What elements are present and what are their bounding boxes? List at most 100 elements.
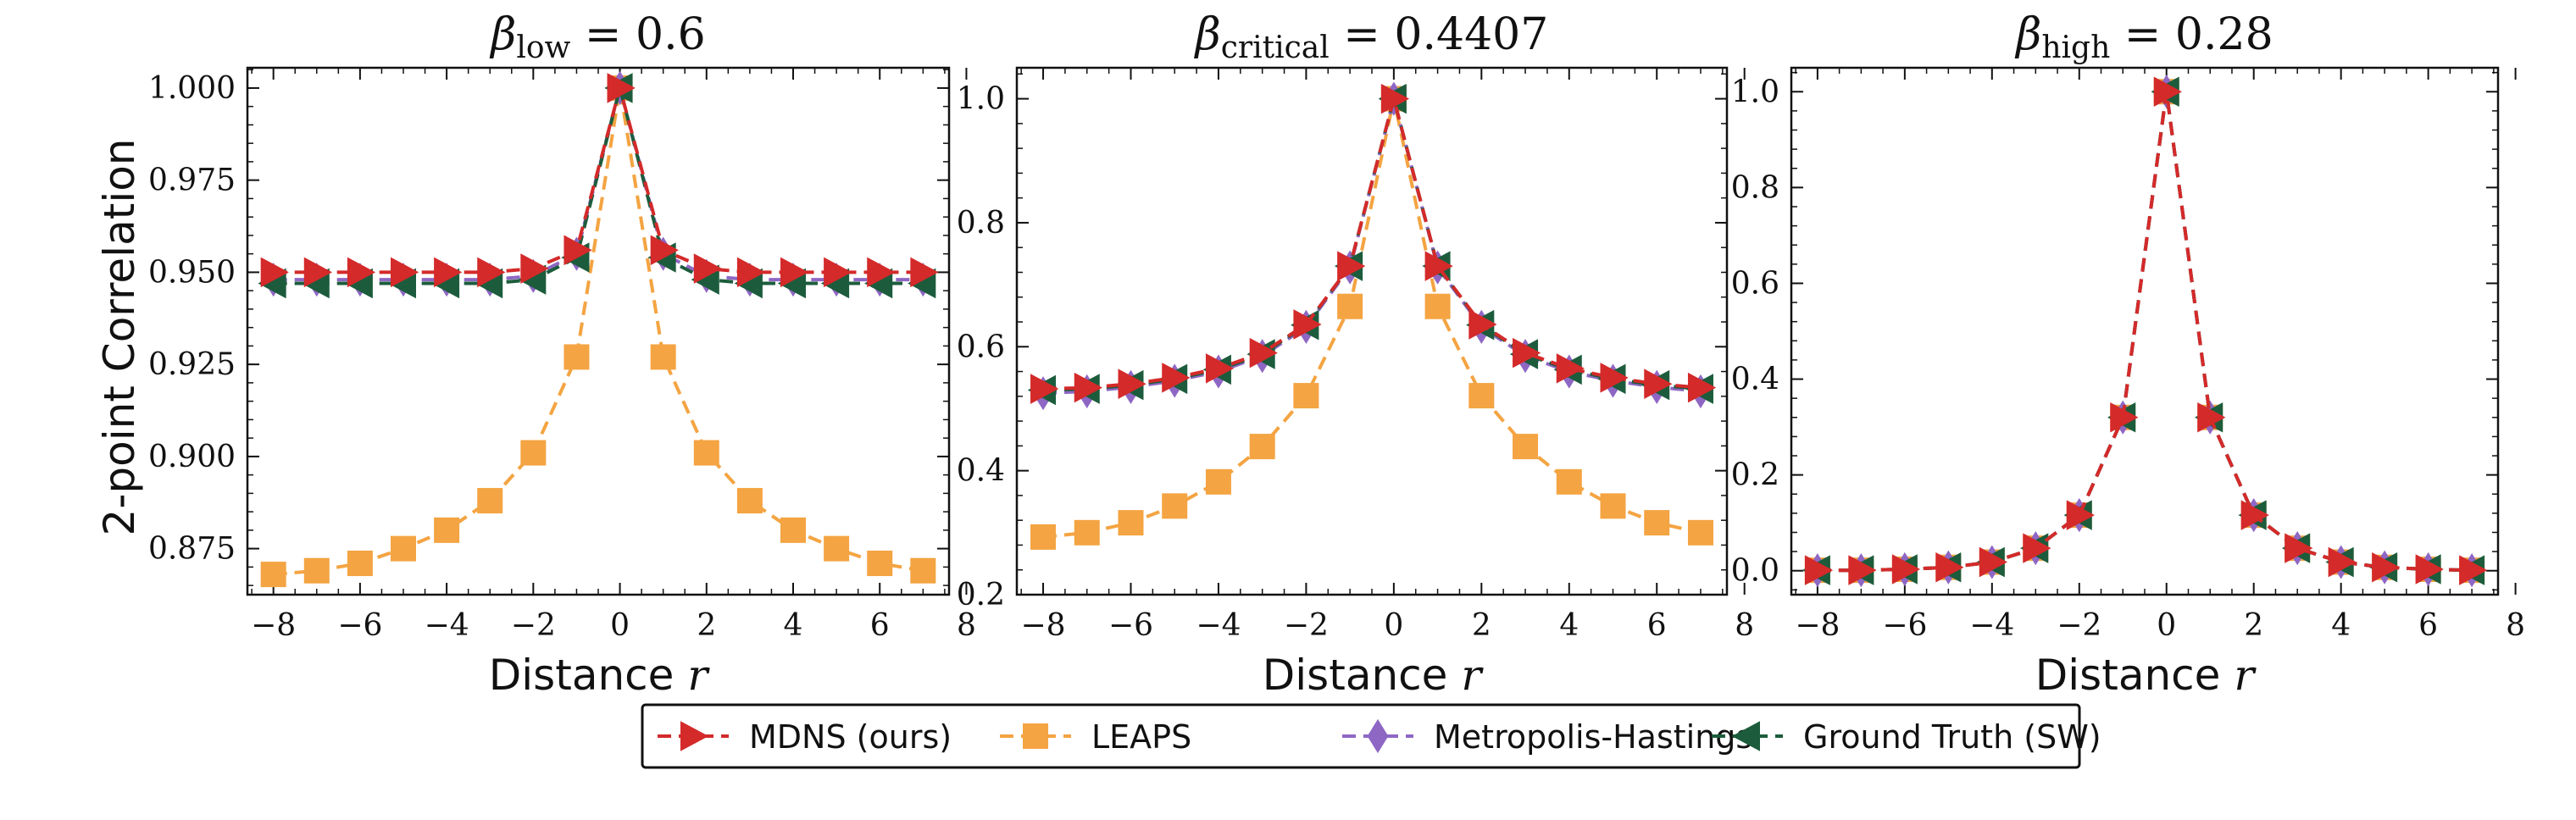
panel-beta-high: −8 −6 −4 −2 0 2 4 6 8 0.0 0.2 0.4 0.6 0.8 1.0 βhigh = 0… bbox=[1731, 9, 2525, 700]
series-ground-truth-sw bbox=[1027, 83, 1713, 406]
data-point-mdns-ours bbox=[1074, 372, 1102, 403]
series-line-metropolis-hastings bbox=[1042, 91, 1702, 396]
data-point-leaps bbox=[824, 535, 850, 562]
y-tick-label: 1.0 bbox=[1731, 75, 1779, 109]
data-point-mdns-ours bbox=[260, 257, 289, 288]
data-point-mdns-ours bbox=[303, 257, 332, 288]
x-axis-title-variable: r bbox=[687, 651, 710, 700]
data-point-leaps bbox=[1030, 524, 1057, 550]
y-tick-label: 0.8 bbox=[1731, 170, 1779, 205]
x-axis-title: Distance r bbox=[1263, 651, 1485, 700]
data-point-mdns-ours bbox=[2285, 533, 2313, 563]
panel-title: βhigh = 0.28 bbox=[2014, 9, 2273, 65]
series-metropolis-hastings bbox=[1807, 75, 2483, 588]
title-subscript: critical bbox=[1221, 30, 1330, 65]
data-point-leaps bbox=[434, 517, 460, 543]
y-tick-label: 0.950 bbox=[148, 255, 236, 290]
y-tick-label: 1.0 bbox=[957, 82, 1005, 117]
data-point-leaps bbox=[1249, 434, 1275, 460]
legend-label: MDNS (ours) bbox=[749, 718, 952, 756]
data-point-mdns-ours bbox=[2197, 402, 2226, 433]
data-point-mdns-ours bbox=[1380, 83, 1410, 114]
y-tick-label: 0.975 bbox=[148, 163, 236, 198]
data-point-mdns-ours bbox=[1337, 251, 1366, 281]
legend-label: LEAPS bbox=[1091, 718, 1191, 756]
data-point-leaps bbox=[1556, 468, 1582, 495]
data-point-mdns-ours bbox=[1249, 337, 1278, 368]
x-tick-label: 8 bbox=[2506, 608, 2525, 643]
data-point-leaps bbox=[1337, 293, 1363, 319]
x-tick-label: 6 bbox=[1647, 608, 1667, 643]
legend-item-mdns-ours: MDNS (ours) bbox=[658, 718, 952, 756]
data-point-leaps bbox=[520, 440, 547, 466]
series-leaps bbox=[260, 75, 936, 588]
y-tick-label: 0.2 bbox=[957, 578, 1005, 612]
right-triangle-marker-icon bbox=[680, 721, 709, 751]
y-tick-label: 0.875 bbox=[148, 532, 236, 567]
x-tick-label: 6 bbox=[870, 608, 890, 643]
y-tick-label: 0.4 bbox=[957, 454, 1005, 489]
data-point-mdns-ours bbox=[1468, 309, 1497, 340]
title-beta-symbol: β bbox=[1194, 9, 1221, 60]
y-tick-label: 0.0 bbox=[1731, 554, 1779, 589]
x-axis-title-variable: r bbox=[1461, 651, 1484, 700]
panel-title: βlow = 0.6 bbox=[489, 9, 705, 65]
data-point-leaps bbox=[477, 488, 503, 514]
data-point-mdns-ours bbox=[780, 257, 809, 288]
data-point-leaps bbox=[1644, 510, 1670, 536]
data-point-mdns-ours bbox=[736, 257, 766, 288]
data-point-leaps bbox=[1293, 383, 1319, 409]
data-point-mdns-ours bbox=[1205, 353, 1235, 384]
x-tick-label: 2 bbox=[1472, 608, 1491, 643]
square-marker-icon bbox=[1023, 723, 1048, 749]
data-point-mdns-ours bbox=[2459, 555, 2488, 585]
data-point-mdns-ours bbox=[2066, 500, 2095, 530]
series-ground-truth-sw bbox=[1802, 76, 2485, 585]
x-tick-label: −6 bbox=[1108, 608, 1153, 643]
data-point-leaps bbox=[867, 551, 893, 577]
y-tick-label: 0.900 bbox=[148, 440, 236, 474]
plot-frame bbox=[1790, 66, 2500, 596]
series-line-ground-truth-sw bbox=[1042, 91, 1702, 392]
data-point-mdns-ours bbox=[2328, 546, 2357, 578]
x-tick-label: 8 bbox=[957, 608, 976, 643]
legend-label: Metropolis-Hastings bbox=[1434, 718, 1752, 756]
x-tick-label: 4 bbox=[2331, 608, 2351, 643]
series-line-ground-truth-sw bbox=[1817, 91, 2473, 573]
data-point-leaps bbox=[1074, 519, 1100, 546]
x-axis-title: Distance r bbox=[2035, 651, 2257, 700]
legend-frame bbox=[641, 703, 2081, 769]
series-mdns-ours bbox=[260, 73, 939, 288]
data-point-mdns-ours bbox=[520, 253, 549, 284]
data-point-mdns-ours bbox=[391, 257, 419, 288]
data-point-mdns-ours bbox=[1162, 363, 1191, 393]
series-mdns-ours bbox=[1804, 76, 2488, 585]
plot-frame bbox=[246, 66, 951, 596]
y-tick-label: 0.925 bbox=[148, 347, 236, 382]
legend: MDNS (ours) LEAPS Metropolis-Hastings Groun… bbox=[641, 703, 2101, 769]
series-metropolis-hastings bbox=[263, 70, 934, 297]
title-beta-symbol: β bbox=[2014, 9, 2041, 60]
data-point-mdns-ours bbox=[1424, 251, 1453, 281]
x-tick-label: 2 bbox=[2244, 608, 2263, 643]
data-point-mdns-ours bbox=[2023, 533, 2051, 563]
x-tick-label: −2 bbox=[2057, 608, 2101, 643]
y-axis-title: 2-point Correlation bbox=[95, 139, 144, 536]
data-point-mdns-ours bbox=[1600, 363, 1629, 393]
series-line-ground-truth-sw bbox=[273, 87, 924, 285]
data-point-mdns-ours bbox=[477, 257, 506, 288]
x-tick-label: 0 bbox=[610, 608, 630, 643]
series-metropolis-hastings bbox=[1032, 81, 1712, 411]
series-line-mdns-ours bbox=[1817, 91, 2473, 573]
x-tick-label: −4 bbox=[1196, 608, 1241, 643]
data-point-mdns-ours bbox=[2372, 552, 2401, 583]
data-point-leaps bbox=[347, 551, 373, 577]
data-point-mdns-ours bbox=[1644, 368, 1673, 399]
data-point-mdns-ours bbox=[607, 73, 636, 103]
panel-title: βcritical = 0.4407 bbox=[1194, 9, 1549, 65]
x-tick-label: 0 bbox=[1384, 608, 1403, 643]
series-line-mdns-ours bbox=[1042, 91, 1702, 391]
series-line-leaps bbox=[1817, 91, 2473, 573]
data-point-leaps bbox=[910, 557, 936, 584]
